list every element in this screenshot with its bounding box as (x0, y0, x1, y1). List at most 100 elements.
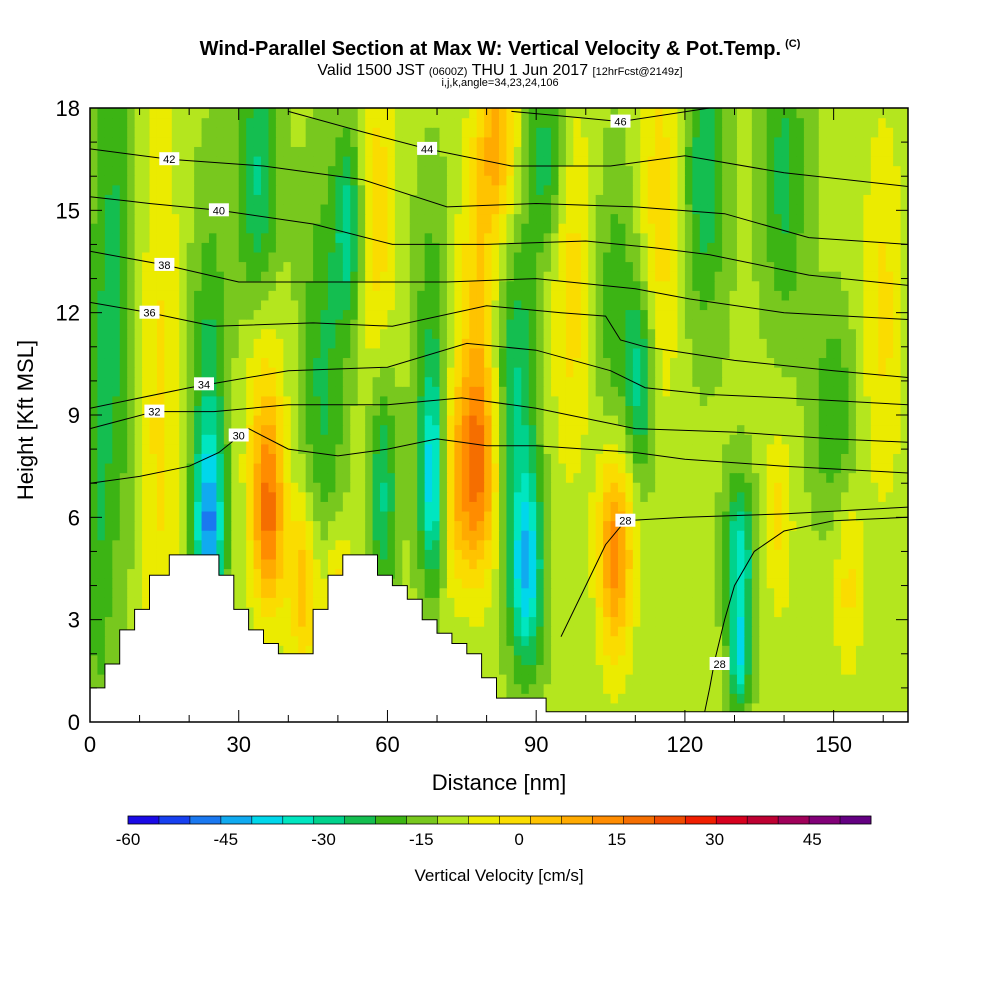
velocity-cell (261, 347, 270, 359)
velocity-cell (595, 616, 604, 627)
velocity-cell (484, 482, 493, 493)
velocity-cell (714, 299, 723, 311)
velocity-cell (357, 530, 366, 541)
velocity-cell (841, 501, 850, 512)
velocity-cell (275, 386, 284, 397)
velocity-cell (119, 530, 128, 541)
velocity-cell (573, 568, 582, 579)
velocity-cell (699, 309, 708, 320)
velocity-cell (201, 424, 210, 435)
velocity-cell (446, 597, 455, 608)
velocity-cell (305, 395, 314, 406)
velocity-cell (684, 357, 693, 368)
velocity-cell (766, 415, 775, 426)
velocity-cell (870, 520, 879, 531)
velocity-cell (499, 386, 508, 397)
velocity-cell (722, 357, 731, 368)
velocity-cell (97, 415, 106, 426)
velocity-cell (112, 367, 121, 378)
velocity-cell (900, 702, 908, 713)
velocity-cell (588, 683, 597, 694)
velocity-cell (603, 683, 612, 694)
velocity-cell (774, 654, 783, 666)
velocity-cell (796, 386, 805, 397)
velocity-cell (365, 290, 374, 301)
velocity-cell (699, 587, 708, 598)
velocity-cell (729, 462, 738, 474)
velocity-cell (461, 606, 470, 618)
velocity-cell (171, 280, 180, 291)
velocity-cell (878, 568, 887, 579)
velocity-cell (521, 597, 530, 608)
velocity-cell (736, 299, 745, 311)
velocity-cell (826, 347, 835, 359)
velocity-cell (848, 539, 857, 550)
velocity-cell (841, 290, 850, 301)
velocity-cell (313, 558, 322, 570)
velocity-cell (617, 424, 627, 435)
velocity-cell (536, 606, 545, 618)
velocity-cell (491, 520, 500, 531)
velocity-cell (729, 347, 738, 359)
velocity-cell (484, 405, 493, 416)
velocity-cell (677, 395, 686, 406)
velocity-cell (171, 395, 180, 406)
velocity-cell (736, 606, 745, 618)
velocity-cell (290, 549, 299, 560)
velocity-cell (803, 367, 812, 378)
velocity-cell (729, 549, 738, 560)
velocity-cell (640, 424, 649, 435)
velocity-cell (744, 434, 753, 445)
velocity-cell (714, 386, 723, 397)
velocity-cell (655, 549, 664, 560)
velocity-cell (261, 626, 270, 637)
velocity-cell (766, 510, 775, 522)
velocity-cell (461, 395, 470, 406)
velocity-cell (491, 309, 500, 320)
velocity-cell (90, 405, 99, 416)
velocity-cell (521, 674, 530, 685)
velocity-cell (484, 597, 493, 608)
velocity-cell (603, 616, 612, 627)
velocity-cell (528, 683, 537, 694)
velocity-cell (231, 568, 240, 579)
velocity-cell (707, 472, 716, 483)
velocity-cell (677, 674, 686, 685)
velocity-cell (208, 280, 218, 291)
velocity-cell (692, 510, 701, 522)
velocity-cell (335, 280, 344, 291)
velocity-cell (253, 549, 262, 560)
velocity-cell (454, 405, 463, 416)
velocity-cell (573, 434, 582, 445)
velocity-cell (350, 328, 359, 339)
velocity-cell (149, 357, 158, 368)
velocity-cell (543, 434, 552, 445)
velocity-cell (327, 472, 336, 483)
velocity-cell (774, 395, 783, 406)
velocity-cell (484, 376, 493, 387)
velocity-cell (313, 347, 322, 359)
velocity-cell (216, 530, 225, 541)
velocity-cell (506, 491, 515, 502)
velocity-cell (484, 367, 493, 378)
velocity-cell (365, 482, 374, 493)
velocity-cell (647, 443, 656, 454)
velocity-cell (707, 558, 716, 570)
velocity-cell (818, 357, 827, 368)
velocity-cell (707, 328, 716, 339)
velocity-cell (789, 558, 798, 570)
velocity-cell (543, 453, 552, 464)
velocity-cell (491, 405, 500, 416)
velocity-cell (714, 616, 723, 627)
velocity-cell (275, 280, 284, 291)
velocity-cell (372, 280, 381, 291)
velocity-cell (573, 338, 582, 349)
velocity-cell (432, 415, 441, 426)
velocity-cell (216, 549, 225, 560)
velocity-cell (179, 357, 188, 368)
velocity-cell (803, 415, 812, 426)
velocity-cell (275, 578, 284, 589)
velocity-cell (521, 539, 530, 550)
velocity-cell (863, 606, 872, 618)
velocity-cell (90, 626, 99, 637)
